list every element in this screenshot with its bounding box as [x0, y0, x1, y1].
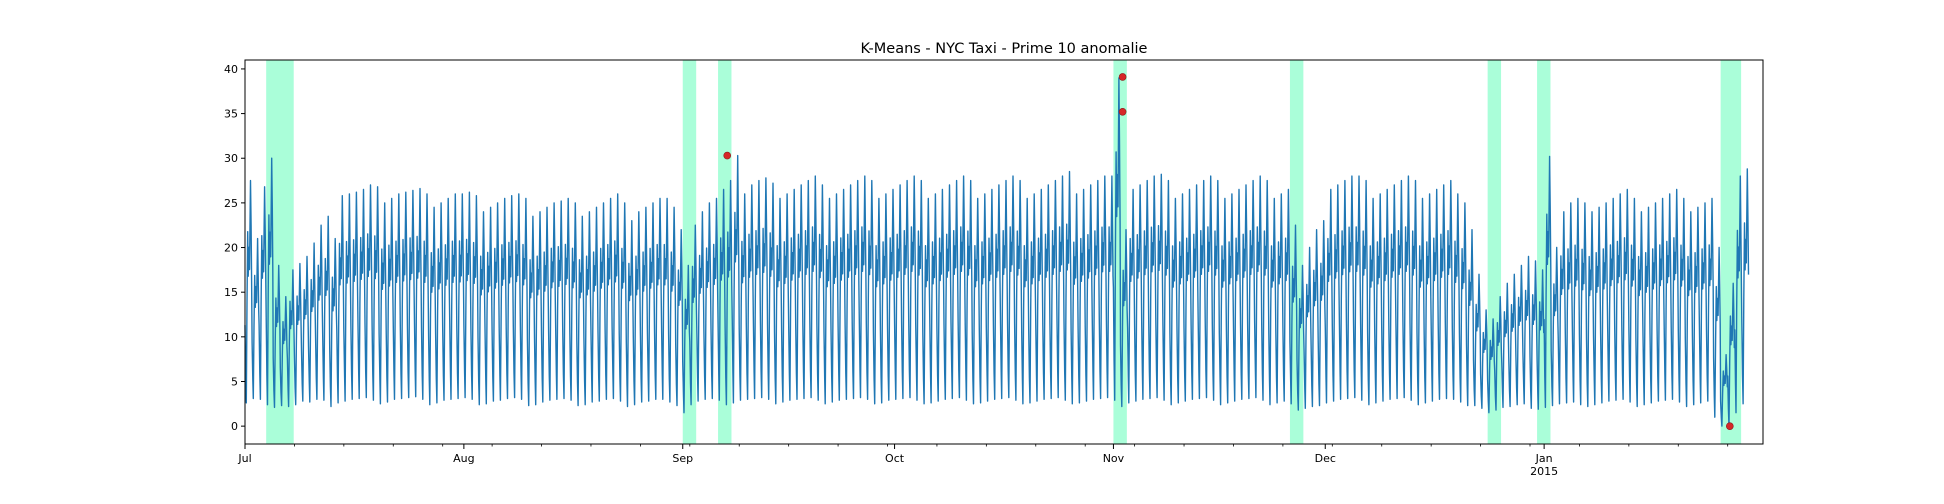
chart-title: K-Means - NYC Taxi - Prime 10 anomalie	[861, 41, 1148, 57]
x-tick-label: Jan	[1535, 452, 1553, 465]
y-tick-label: 40	[224, 63, 238, 76]
series-line	[244, 77, 1750, 427]
x-tick-sublabel: 2015	[1530, 465, 1558, 478]
y-tick-label: 35	[224, 108, 238, 121]
y-tick-label: 15	[224, 286, 238, 299]
anomaly-points	[723, 73, 1734, 430]
y-tick-label: 30	[224, 152, 238, 165]
x-tick-label: Aug	[453, 452, 474, 465]
y-tick-label: 20	[224, 242, 238, 255]
y-axis-ticks: 0 5 10 15 20 25 30 35 40	[224, 63, 245, 433]
anomaly-region-5	[1289, 60, 1304, 444]
anomaly-point-4	[1726, 422, 1734, 430]
anomaly-region-2	[682, 60, 697, 444]
x-tick-label: Oct	[885, 452, 905, 465]
plot-frame	[244, 59, 1764, 445]
y-tick-label: 5	[231, 375, 238, 388]
x-tick-label: Sep	[672, 452, 693, 465]
x-tick-label: Nov	[1103, 452, 1125, 465]
x-tick-label: Dec	[1315, 452, 1336, 465]
anomaly-region-7	[1537, 60, 1551, 444]
anomaly-point-3	[1118, 107, 1127, 116]
y-tick-label: 10	[224, 331, 238, 344]
y-tick-label: 0	[231, 420, 238, 433]
series-line-group	[244, 77, 1750, 427]
anomaly-point-2	[1118, 73, 1127, 81]
y-tick-label: 25	[224, 197, 238, 210]
anomaly-point-1	[723, 151, 732, 160]
x-tick-label: Jul	[237, 452, 251, 465]
